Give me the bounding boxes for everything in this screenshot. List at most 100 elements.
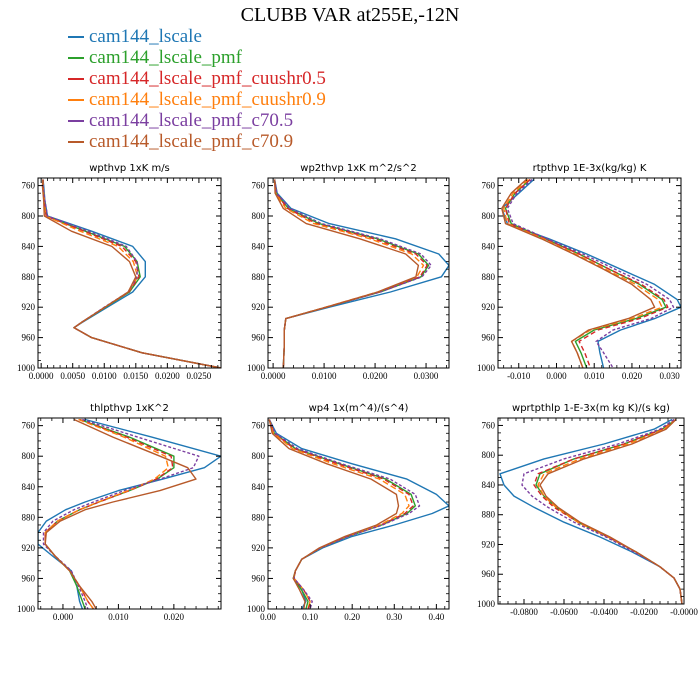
y-tick-label: 760	[22, 181, 36, 191]
y-tick-label: 840	[482, 241, 496, 251]
y-tick-label: 880	[22, 272, 36, 282]
series-line	[537, 418, 683, 604]
x-tick-label: 0.0300	[414, 371, 439, 381]
series-line	[521, 418, 683, 604]
legend-swatch	[68, 35, 84, 38]
y-tick-label: 880	[252, 512, 266, 522]
series-line	[273, 179, 420, 368]
legend-item: cam144_lscale_pmf_cuushr0.5	[68, 68, 326, 89]
y-tick-label: 880	[252, 272, 266, 282]
y-tick-label: 920	[22, 543, 36, 553]
legend-swatch	[68, 77, 84, 80]
x-tick-label: 0.0200	[155, 371, 180, 381]
y-tick-label: 800	[22, 211, 36, 221]
series-line	[501, 178, 681, 368]
y-tick-label: 840	[22, 482, 36, 492]
figure-title: CLUBB VAR at255E,-12N	[240, 4, 460, 26]
y-tick-label: 1000	[247, 363, 266, 373]
x-tick-label: -0.0600	[550, 607, 578, 617]
y-tick-label: 960	[482, 333, 496, 343]
plot-frame	[497, 417, 685, 605]
y-tick-label: 760	[482, 181, 496, 191]
x-tick-label: 0.000	[546, 371, 567, 381]
y-tick-label: 800	[252, 451, 266, 461]
y-tick-label: 800	[252, 211, 266, 221]
legend-item: cam144_lscale_pmf	[68, 47, 326, 68]
x-tick-label: 0.20	[344, 612, 360, 622]
y-tick-label: 1000	[477, 599, 496, 609]
plot-frame	[37, 417, 222, 610]
x-tick-label: -0.0400	[590, 607, 618, 617]
x-tick-label: -0.0800	[510, 607, 538, 617]
x-tick-label: -0.0000	[670, 607, 698, 617]
panel-title: wp4 1x(m^4)/(s^4)	[309, 403, 409, 414]
series-line	[268, 419, 421, 609]
series-line	[268, 419, 400, 609]
x-tick-label: 0.0200	[363, 371, 388, 381]
legend-label: cam144_lscale_pmf_cuushr0.5	[89, 67, 326, 89]
legend-label: cam144_lscale	[89, 25, 202, 47]
y-tick-label: 880	[482, 510, 496, 520]
series-line	[42, 179, 221, 368]
x-tick-label: 0.00	[260, 612, 276, 622]
y-tick-label: 760	[22, 421, 36, 431]
legend-swatch	[68, 119, 84, 122]
y-tick-label: 960	[482, 569, 496, 579]
x-tick-label: 0.0100	[92, 371, 117, 381]
x-tick-label: 0.0100	[312, 371, 337, 381]
series-group	[501, 178, 681, 368]
series-line	[42, 179, 221, 368]
x-tick-label: 0.010	[584, 371, 605, 381]
panel-title: thlpthvp 1xK^2	[90, 403, 169, 414]
x-tick-label: 0.40	[428, 612, 444, 622]
y-tick-label: 1000	[477, 363, 496, 373]
plot-frame	[497, 177, 682, 369]
legend-item: cam144_lscale_pmf_cuushr0.9	[68, 89, 326, 110]
y-tick-label: 840	[252, 241, 266, 251]
x-tick-label: 0.020	[164, 612, 185, 622]
series-line	[44, 418, 197, 609]
chart-panel: wpthvp 1xK m/s76080084088092096010000.00…	[17, 163, 222, 381]
series-line	[42, 179, 221, 368]
x-tick-label: 0.0250	[187, 371, 212, 381]
x-tick-label: -0.010	[507, 371, 531, 381]
series-line	[42, 418, 200, 609]
legend-swatch	[68, 56, 84, 59]
y-tick-label: 920	[482, 302, 496, 312]
series-group	[273, 179, 449, 368]
x-tick-label: 0.0150	[123, 371, 148, 381]
x-tick-label: 0.010	[108, 612, 129, 622]
series-group	[268, 419, 449, 609]
x-tick-label: 0.020	[622, 371, 643, 381]
y-tick-label: 840	[22, 241, 36, 251]
plot-frame	[37, 177, 222, 369]
panel-title: wpthvp 1xK m/s	[89, 163, 170, 174]
y-tick-label: 840	[252, 482, 266, 492]
y-tick-label: 920	[252, 543, 266, 553]
chart-panel: thlpthvp 1xK^2 760 800 840 880 920 960 1000 0.00…	[17, 403, 222, 622]
series-line	[539, 418, 683, 604]
legend-label: cam144_lscale_pmf_cuushr0.9	[89, 88, 326, 110]
y-tick-label: 1000	[17, 604, 36, 614]
plot-frame	[267, 177, 450, 369]
y-tick-label: 800	[482, 450, 496, 460]
y-tick-label: 920	[482, 539, 496, 549]
series-line	[44, 418, 170, 609]
legend-item: cam144_lscale_pmf_c70.9	[68, 131, 326, 152]
y-tick-label: 800	[482, 211, 496, 221]
y-tick-label: 920	[252, 302, 266, 312]
x-tick-label: 0.0050	[60, 371, 85, 381]
series-group	[499, 418, 683, 604]
x-tick-label: -0.0200	[630, 607, 658, 617]
y-tick-label: 880	[482, 272, 496, 282]
series-line	[504, 178, 667, 368]
series-line	[503, 178, 663, 368]
y-tick-label: 960	[252, 573, 266, 583]
series-group	[41, 179, 221, 368]
legend-label: cam144_lscale_pmf_c70.9	[89, 130, 294, 152]
y-tick-label: 960	[252, 333, 266, 343]
series-line	[504, 178, 669, 368]
panel-title: wprtpthlp 1-E-3x(m kg K)/(s kg)	[512, 403, 670, 414]
y-tick-label: 960	[22, 333, 36, 343]
